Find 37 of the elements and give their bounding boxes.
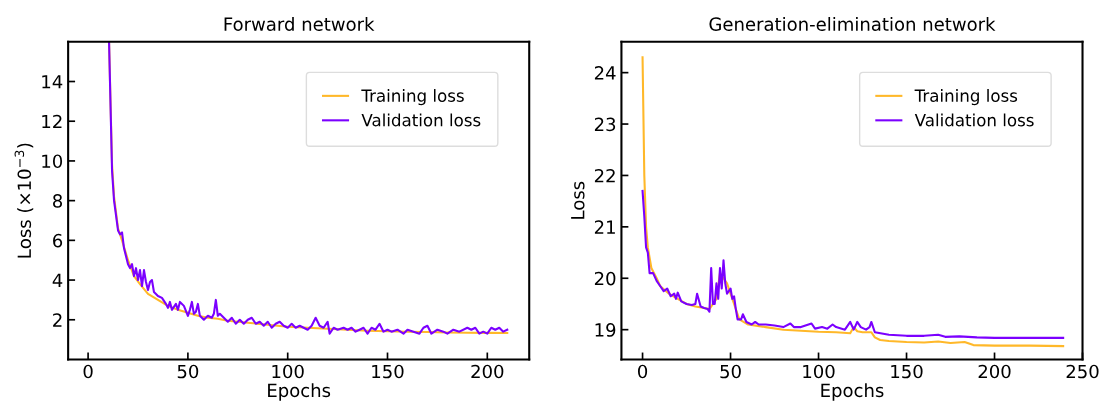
- legend-label: Training loss: [361, 89, 464, 106]
- y-axis-title: Loss: [571, 181, 585, 219]
- y-tick-label: 22: [594, 168, 615, 183]
- x-axis-title: Epochs: [268, 383, 331, 401]
- x-tick-label: 100: [272, 364, 304, 379]
- x-axis-title: Epochs: [821, 383, 884, 401]
- chart-title: Forward network: [224, 16, 375, 31]
- y-tick-label: 23: [594, 117, 616, 132]
- x-tick-label: 200: [471, 364, 504, 379]
- line-series: [108, 41, 509, 335]
- x-tick-label: 0: [638, 364, 648, 379]
- y-axis-title: Loss (×10$^{−3}$): [14, 143, 34, 258]
- legend-label: Validation loss: [361, 113, 481, 127]
- x-tick-label: 50: [177, 364, 199, 379]
- y-tick-label: 2: [53, 313, 62, 327]
- legend-label: Training loss: [914, 89, 1018, 106]
- y-tick-label: 10: [42, 154, 63, 169]
- line-series: [641, 56, 1065, 348]
- y-tick-label: 20: [594, 271, 616, 286]
- y-tick-label: 4: [52, 273, 63, 287]
- y-tick-label: 8: [53, 194, 63, 208]
- x-tick-label: 0: [83, 364, 93, 379]
- x-tick-label: 150: [372, 364, 404, 379]
- y-tick-label: 14: [42, 75, 63, 89]
- y-tick-label: 19: [595, 323, 616, 337]
- y-tick-label: 21: [594, 220, 615, 234]
- x-tick-label: 100: [803, 364, 835, 379]
- x-tick-label: 200: [978, 364, 1011, 379]
- x-tick-label: 250: [1066, 364, 1099, 379]
- y-tick-label: 6: [53, 233, 63, 248]
- legend-label: Validation loss: [914, 113, 1034, 127]
- y-tick-label: 12: [42, 114, 62, 129]
- line-series: [641, 189, 1065, 339]
- x-tick-label: 50: [720, 364, 741, 379]
- chart-title: Generation-elimination network: [709, 16, 996, 31]
- x-tick-label: 150: [891, 364, 923, 379]
- y-tick-label: 24: [594, 66, 616, 80]
